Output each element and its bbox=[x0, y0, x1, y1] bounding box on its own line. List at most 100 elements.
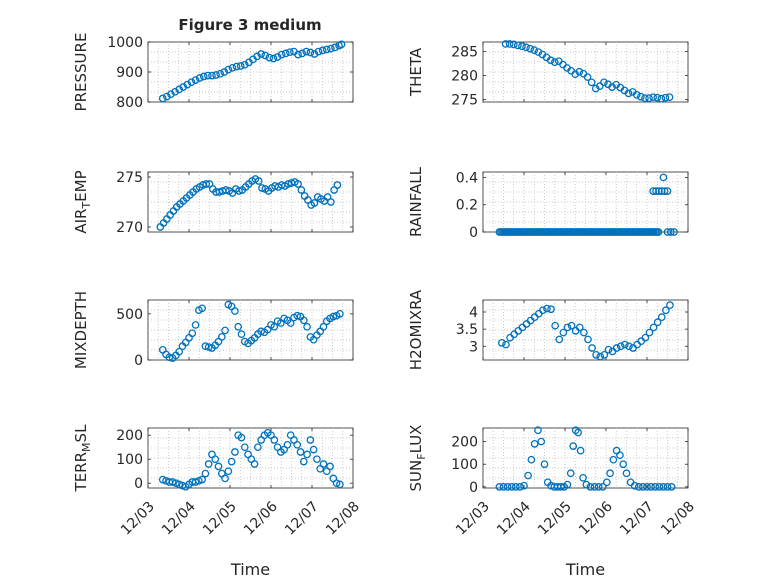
data-point bbox=[513, 41, 522, 50]
data-point bbox=[187, 78, 196, 87]
data-point bbox=[507, 483, 516, 491]
subplot-7: 12/03 12/04 12/05 12/06 12/07 12/08 Time 0 100 20… bbox=[72, 424, 363, 579]
data-point bbox=[666, 301, 674, 309]
data-point bbox=[649, 93, 658, 102]
data-point bbox=[298, 49, 307, 58]
data-point bbox=[551, 321, 560, 330]
data-point bbox=[195, 74, 204, 82]
data-point bbox=[543, 304, 551, 313]
data-point bbox=[240, 443, 249, 452]
data-point bbox=[222, 186, 230, 194]
data-point bbox=[273, 53, 282, 61]
data-point bbox=[265, 53, 274, 62]
data-point bbox=[224, 65, 233, 74]
data-point bbox=[584, 335, 592, 344]
data-point bbox=[634, 483, 643, 491]
data-point bbox=[596, 352, 605, 361]
data-point bbox=[296, 448, 305, 456]
data-point bbox=[336, 480, 344, 489]
data-point bbox=[231, 307, 239, 315]
y-tick-label: 500 bbox=[116, 307, 143, 323]
data-point bbox=[641, 333, 650, 342]
data-point bbox=[228, 63, 237, 72]
x-tick-label: 12/08 bbox=[323, 499, 363, 539]
data-point bbox=[530, 439, 539, 448]
data-point bbox=[293, 440, 302, 449]
data-point bbox=[655, 187, 663, 195]
data-point bbox=[652, 187, 660, 195]
data-point bbox=[591, 84, 600, 93]
data-point bbox=[600, 78, 608, 87]
figure-title: Figure 3 medium bbox=[178, 16, 321, 34]
data-point bbox=[258, 184, 266, 192]
data-point bbox=[649, 187, 658, 195]
data-point bbox=[657, 187, 666, 195]
y-axis-label: THETA bbox=[407, 47, 425, 97]
x-axis-label: Time bbox=[565, 560, 605, 579]
data-point bbox=[171, 87, 179, 96]
data-point bbox=[575, 67, 584, 76]
data-point bbox=[303, 322, 311, 331]
data-point bbox=[234, 322, 243, 331]
y-tick-label: 275 bbox=[451, 93, 478, 109]
data-point bbox=[283, 440, 292, 449]
data-point bbox=[661, 93, 670, 102]
y-tick-label: 0.2 bbox=[456, 198, 478, 214]
y-axis-label: H2OMIXRA bbox=[407, 289, 425, 370]
data-point bbox=[580, 328, 588, 337]
data-point bbox=[227, 457, 236, 466]
data-point bbox=[555, 335, 564, 344]
data-point bbox=[546, 56, 555, 65]
data-point bbox=[175, 347, 184, 356]
data-point bbox=[327, 198, 335, 206]
data-point bbox=[518, 42, 526, 51]
data-point bbox=[198, 304, 206, 313]
data-point bbox=[322, 45, 331, 54]
data-point bbox=[662, 306, 670, 315]
data-point bbox=[587, 78, 596, 87]
data-point bbox=[336, 309, 344, 318]
data-point bbox=[579, 473, 587, 482]
series bbox=[501, 40, 674, 103]
y-tick-label: 4 bbox=[469, 305, 478, 321]
data-point bbox=[495, 483, 504, 491]
data-point bbox=[277, 50, 286, 59]
data-point bbox=[286, 319, 295, 327]
data-point bbox=[224, 467, 233, 476]
data-point bbox=[250, 460, 259, 468]
data-point bbox=[294, 50, 302, 59]
data-point bbox=[326, 462, 334, 471]
data-point bbox=[641, 94, 649, 103]
x-tick-label: 12/07 bbox=[282, 499, 322, 539]
data-point bbox=[636, 92, 645, 101]
data-point bbox=[232, 62, 241, 71]
data-point bbox=[502, 340, 510, 349]
data-point bbox=[659, 483, 668, 491]
data-point bbox=[261, 51, 270, 60]
data-point bbox=[183, 80, 192, 89]
data-point bbox=[509, 40, 518, 49]
data-point bbox=[318, 46, 327, 55]
data-point bbox=[522, 43, 530, 52]
data-point bbox=[621, 340, 629, 349]
data-point bbox=[269, 54, 278, 63]
data-point bbox=[212, 71, 220, 79]
data-point bbox=[293, 311, 302, 320]
data-point bbox=[204, 71, 212, 80]
data-point bbox=[188, 329, 197, 338]
data-point bbox=[576, 446, 585, 455]
data-point bbox=[314, 47, 323, 56]
data-point bbox=[231, 448, 239, 456]
y-tick-label: 800 bbox=[116, 95, 143, 111]
y-axis-label: TERRMSL bbox=[72, 424, 93, 493]
data-point bbox=[310, 199, 319, 207]
data-point bbox=[645, 328, 654, 337]
data-point bbox=[530, 46, 539, 55]
data-point bbox=[526, 44, 535, 53]
data-point bbox=[654, 228, 663, 236]
series bbox=[649, 173, 678, 236]
x-tick-label: 12/04 bbox=[494, 499, 534, 539]
data-point bbox=[237, 330, 246, 339]
data-point bbox=[583, 73, 592, 81]
data-point bbox=[649, 323, 658, 332]
